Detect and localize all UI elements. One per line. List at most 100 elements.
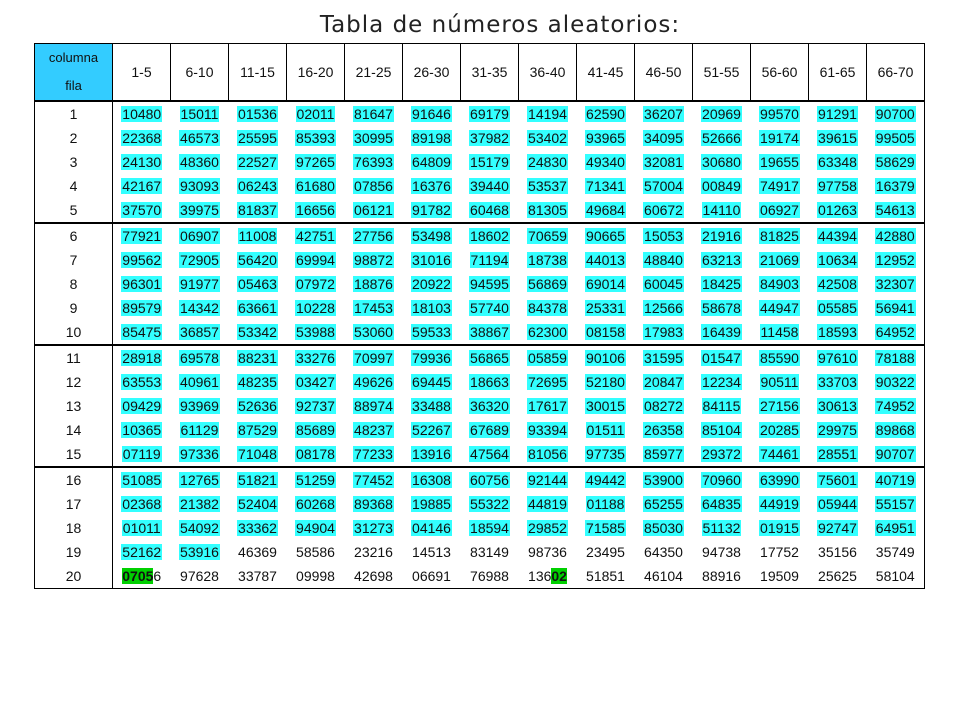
number-value: 14342: [179, 300, 220, 316]
number-value: 00849: [701, 178, 742, 194]
number-cell: 91646: [403, 101, 461, 126]
number-cell: 90707: [866, 442, 925, 468]
number-cell: 05944: [809, 492, 867, 516]
number-cell: 47564: [460, 442, 519, 468]
number-cell: 24130: [113, 150, 171, 174]
leading-digits: 136: [528, 568, 552, 584]
number-cell: 63661: [229, 296, 287, 320]
number-value: 17453: [353, 300, 394, 316]
number-cell: 52404: [229, 492, 287, 516]
number-cell: 36207: [635, 101, 693, 126]
number-cell: 57740: [461, 296, 519, 320]
number-cell: 53402: [519, 126, 577, 150]
number-cell: 51259: [287, 467, 345, 492]
number-value: 32081: [643, 154, 684, 170]
number-value: 52180: [585, 374, 626, 390]
number-cell: 14194: [519, 101, 577, 126]
number-cell: 31595: [635, 345, 693, 370]
number-value: 19655: [759, 154, 800, 170]
number-cell: 16656: [286, 198, 345, 224]
number-cell: 75601: [809, 467, 867, 492]
number-value: 15179: [469, 154, 510, 170]
number-cell: 61680: [287, 174, 345, 198]
number-cell: 39975: [170, 198, 229, 224]
number-cell: 18103: [403, 296, 461, 320]
number-cell: 11008: [229, 223, 287, 248]
number-cell: 56869: [519, 272, 577, 296]
number-value: 53402: [527, 130, 568, 146]
number-value: 20285: [759, 422, 800, 438]
number-value: 18663: [469, 374, 510, 390]
number-cell: 21916: [693, 223, 751, 248]
number-cell: 96301: [113, 272, 171, 296]
table-row: 12 63553 40961 48235 03427 49626 69445 18663 726…: [34, 370, 925, 394]
number-cell: 93093: [171, 174, 229, 198]
number-cell: 92747: [809, 516, 867, 540]
number-value: 33488: [411, 398, 452, 414]
table-row: 9 89579 14342 63661 10228 17453 18103 57740 8437…: [34, 296, 925, 320]
number-value: 99570: [759, 106, 800, 122]
number-value: 81305: [527, 202, 568, 218]
number-value: 31595: [643, 350, 684, 366]
number-cell: 99562: [113, 248, 171, 272]
number-cell: 48360: [171, 150, 229, 174]
number-cell: 60268: [287, 492, 345, 516]
number-value: 92144: [527, 472, 568, 488]
table-row: 8 96301 91977 05463 07972 18876 20922 94595 5686…: [34, 272, 925, 296]
number-cell: 64952: [866, 320, 925, 346]
number-value: 35749: [875, 544, 915, 560]
table-row: 18 01011 54092 33362 94904 31273 04146 18594 298…: [34, 516, 925, 540]
row-number: 19: [34, 540, 113, 564]
number-value: 89868: [874, 422, 916, 438]
number-cell: 18593: [808, 320, 867, 346]
number-value: 12952: [874, 252, 916, 268]
number-value: 14513: [412, 544, 451, 560]
number-value: 65255: [643, 496, 684, 512]
table-row: 5 37570 39975 81837 16656 06121 91782 60468 8130…: [34, 198, 925, 224]
number-value: 22527: [237, 154, 278, 170]
number-value: 49442: [585, 472, 626, 488]
number-value: 01511: [585, 422, 626, 438]
number-cell: 27756: [345, 223, 403, 248]
number-cell: 59533: [402, 320, 461, 346]
number-cell: 64835: [693, 492, 751, 516]
row-number: 6: [34, 223, 113, 248]
number-value: 53988: [295, 324, 336, 340]
remaining-digits: 6: [153, 568, 162, 584]
number-value: 97336: [179, 446, 220, 462]
number-cell: 56941: [866, 296, 925, 320]
number-value: 49340: [585, 154, 626, 170]
number-value: 94904: [295, 520, 336, 536]
number-cell: 93965: [577, 126, 635, 150]
table-row: 15 07119 97336 71048 08178 77233 13916 47564 810…: [34, 442, 925, 468]
highlighted-digits: 02: [551, 568, 567, 584]
number-cell: 92737: [287, 394, 345, 418]
number-value: 54092: [179, 520, 220, 536]
number-cell: 89198: [403, 126, 461, 150]
number-value: 85977: [643, 446, 684, 462]
number-value: 55322: [469, 496, 510, 512]
number-cell: 10228: [287, 296, 345, 320]
number-value: 25331: [585, 300, 626, 316]
number-value: 21916: [701, 228, 742, 244]
number-value: 49626: [353, 374, 394, 390]
number-value: 18594: [469, 520, 510, 536]
column-header: 11-15: [228, 43, 287, 102]
row-number: 14: [34, 418, 113, 442]
number-cell: 30680: [693, 150, 751, 174]
number-value: 46369: [238, 544, 277, 560]
number-cell: 17983: [634, 320, 693, 346]
number-cell: 63213: [693, 248, 751, 272]
number-value: 51851: [586, 568, 625, 584]
number-value: 01188: [585, 496, 626, 512]
number-cell: 97610: [809, 345, 867, 370]
number-value: 91977: [179, 276, 220, 292]
number-cell: 20922: [403, 272, 461, 296]
number-value: 23495: [586, 544, 625, 560]
number-value: 36320: [469, 398, 510, 414]
number-cell: 46104: [634, 564, 693, 589]
number-cell: 46369: [229, 540, 287, 564]
number-value: 30613: [817, 398, 858, 414]
number-value: 51085: [121, 472, 163, 488]
number-value: 02368: [121, 496, 163, 512]
